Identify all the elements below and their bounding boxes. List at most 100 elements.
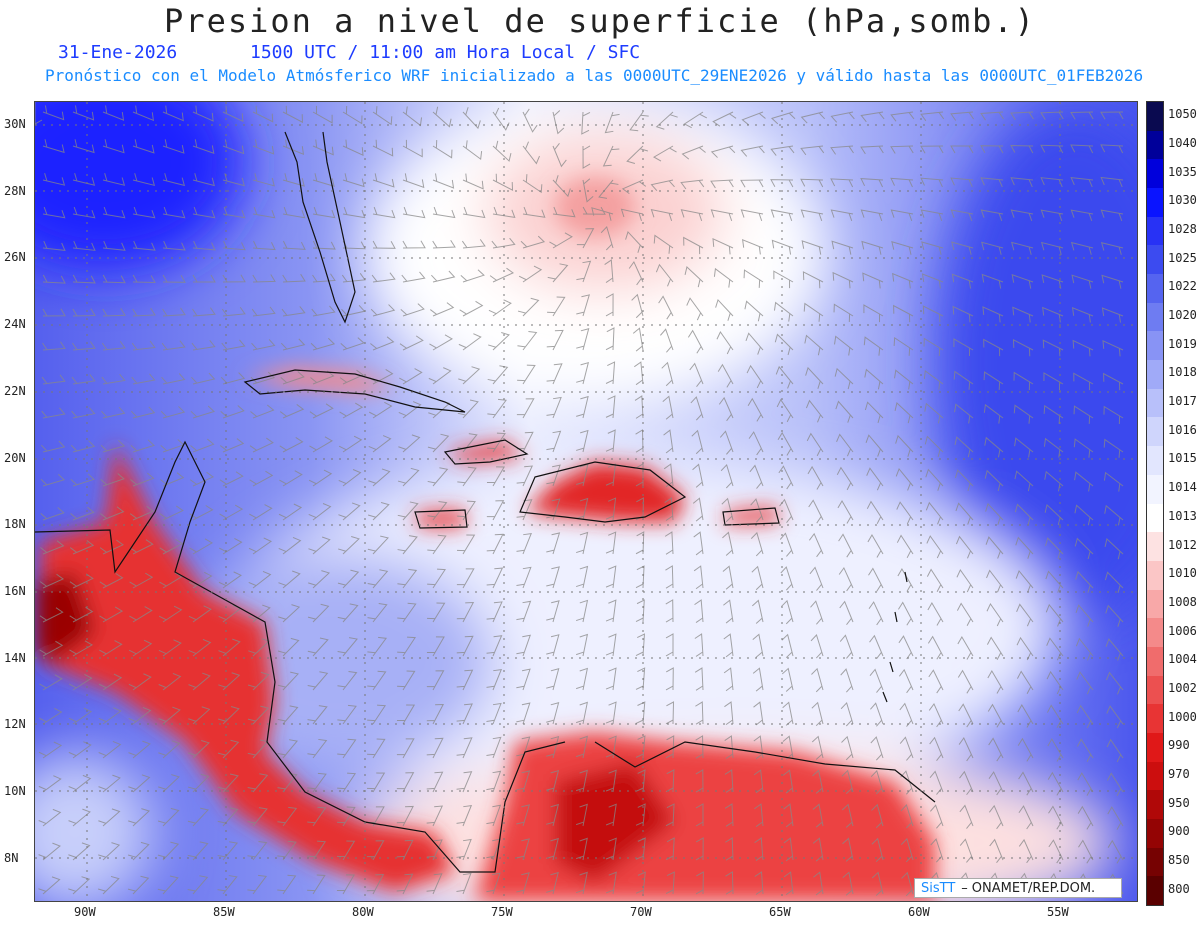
pressure-legend <box>1146 101 1164 906</box>
wind-barb <box>428 367 452 385</box>
wind-barb <box>780 566 794 591</box>
wind-barb <box>860 178 884 188</box>
wind-barb <box>752 633 764 658</box>
wind-barb <box>489 267 515 283</box>
wind-barb <box>367 535 389 555</box>
wind-barb <box>338 469 362 487</box>
wind-barb <box>130 472 155 487</box>
wind-barb <box>456 635 474 657</box>
wind-barb <box>486 804 502 827</box>
wind-barb <box>402 173 425 189</box>
wind-barb <box>42 206 66 219</box>
wind-barb <box>575 871 588 895</box>
wind-barb <box>132 173 156 187</box>
wind-barb <box>162 139 185 154</box>
wind-barb <box>282 240 306 250</box>
wind-barb <box>724 701 734 726</box>
wind-barb <box>219 504 244 521</box>
wind-barb <box>307 772 327 793</box>
wind-barb <box>516 770 531 793</box>
wind-barb <box>950 145 974 154</box>
wind-barb <box>432 106 452 128</box>
wind-barb <box>980 111 1004 121</box>
wind-barb <box>635 701 646 725</box>
wind-barb <box>41 374 66 385</box>
wind-barb <box>128 706 152 725</box>
wind-barb <box>158 706 181 725</box>
wind-barb <box>1070 176 1094 188</box>
legend-label: 1012 <box>1168 537 1197 552</box>
wind-barb <box>546 363 563 385</box>
wind-barb <box>310 337 336 351</box>
wind-barb <box>576 294 591 317</box>
legend-label: 1006 <box>1168 623 1197 638</box>
wind-barb <box>132 307 156 317</box>
wind-barb <box>650 208 674 222</box>
legend-label: 1016 <box>1168 422 1197 437</box>
wind-barb <box>429 302 455 317</box>
wind-barb <box>605 701 617 725</box>
wind-barb <box>835 400 854 423</box>
wind-barb <box>864 401 884 424</box>
wind-barb <box>191 372 216 385</box>
wind-barb <box>635 837 646 861</box>
wind-barb <box>307 840 327 861</box>
wind-barb <box>308 570 331 589</box>
wind-barb <box>687 329 704 354</box>
wind-barb <box>426 703 445 725</box>
wind-barb <box>131 340 156 351</box>
wind-barb <box>396 873 414 895</box>
wind-barb <box>890 209 914 222</box>
wind-barb <box>773 270 794 289</box>
wind-barb <box>368 435 392 453</box>
wind-barb <box>710 209 734 222</box>
legend-swatch <box>1147 417 1163 447</box>
wind-barb <box>546 769 560 793</box>
wind-barb <box>575 701 588 725</box>
wind-barb <box>188 706 211 725</box>
lon-label: 70W <box>630 905 652 919</box>
wind-barb <box>99 539 124 555</box>
wind-barb <box>248 570 272 589</box>
wind-barb <box>222 206 246 219</box>
wind-barb <box>928 669 944 694</box>
wind-barb <box>252 139 275 155</box>
wind-barb <box>896 501 914 525</box>
wind-barb <box>752 667 764 692</box>
wind-barb <box>427 467 449 487</box>
wind-barb <box>101 406 126 419</box>
wind-barb <box>100 506 125 521</box>
wind-barb <box>804 334 824 356</box>
wind-barb <box>549 232 573 249</box>
legend-swatch <box>1147 360 1163 390</box>
wind-barb <box>546 532 561 555</box>
wind-barb <box>605 395 616 419</box>
lon-label: 90W <box>74 905 96 919</box>
wind-barb <box>397 602 417 623</box>
lat-label: 10N <box>4 784 26 798</box>
legend-label: 1008 <box>1168 594 1197 609</box>
wind-barb <box>282 273 306 283</box>
wind-barb <box>307 671 329 691</box>
wind-barb <box>783 769 794 794</box>
wind-barb <box>219 438 245 453</box>
wind-barb <box>724 769 734 793</box>
wind-barb <box>546 600 560 623</box>
wind-barb <box>1015 536 1034 559</box>
wind-barb <box>922 305 944 323</box>
wind-barb <box>188 571 213 589</box>
wind-barb <box>660 328 674 353</box>
wind-barb <box>426 839 443 861</box>
wind-barb <box>546 498 561 521</box>
wind-barb <box>1105 638 1124 661</box>
wind-barb <box>312 173 335 187</box>
legend-swatch <box>1147 646 1163 677</box>
wind-barb <box>247 773 269 793</box>
wind-barb <box>279 470 303 487</box>
wind-barb <box>694 633 704 657</box>
wind-barb <box>459 300 484 317</box>
wind-barb <box>426 636 445 657</box>
wind-barb <box>927 635 944 660</box>
wind-barb <box>746 364 764 389</box>
wind-barb <box>39 674 63 691</box>
